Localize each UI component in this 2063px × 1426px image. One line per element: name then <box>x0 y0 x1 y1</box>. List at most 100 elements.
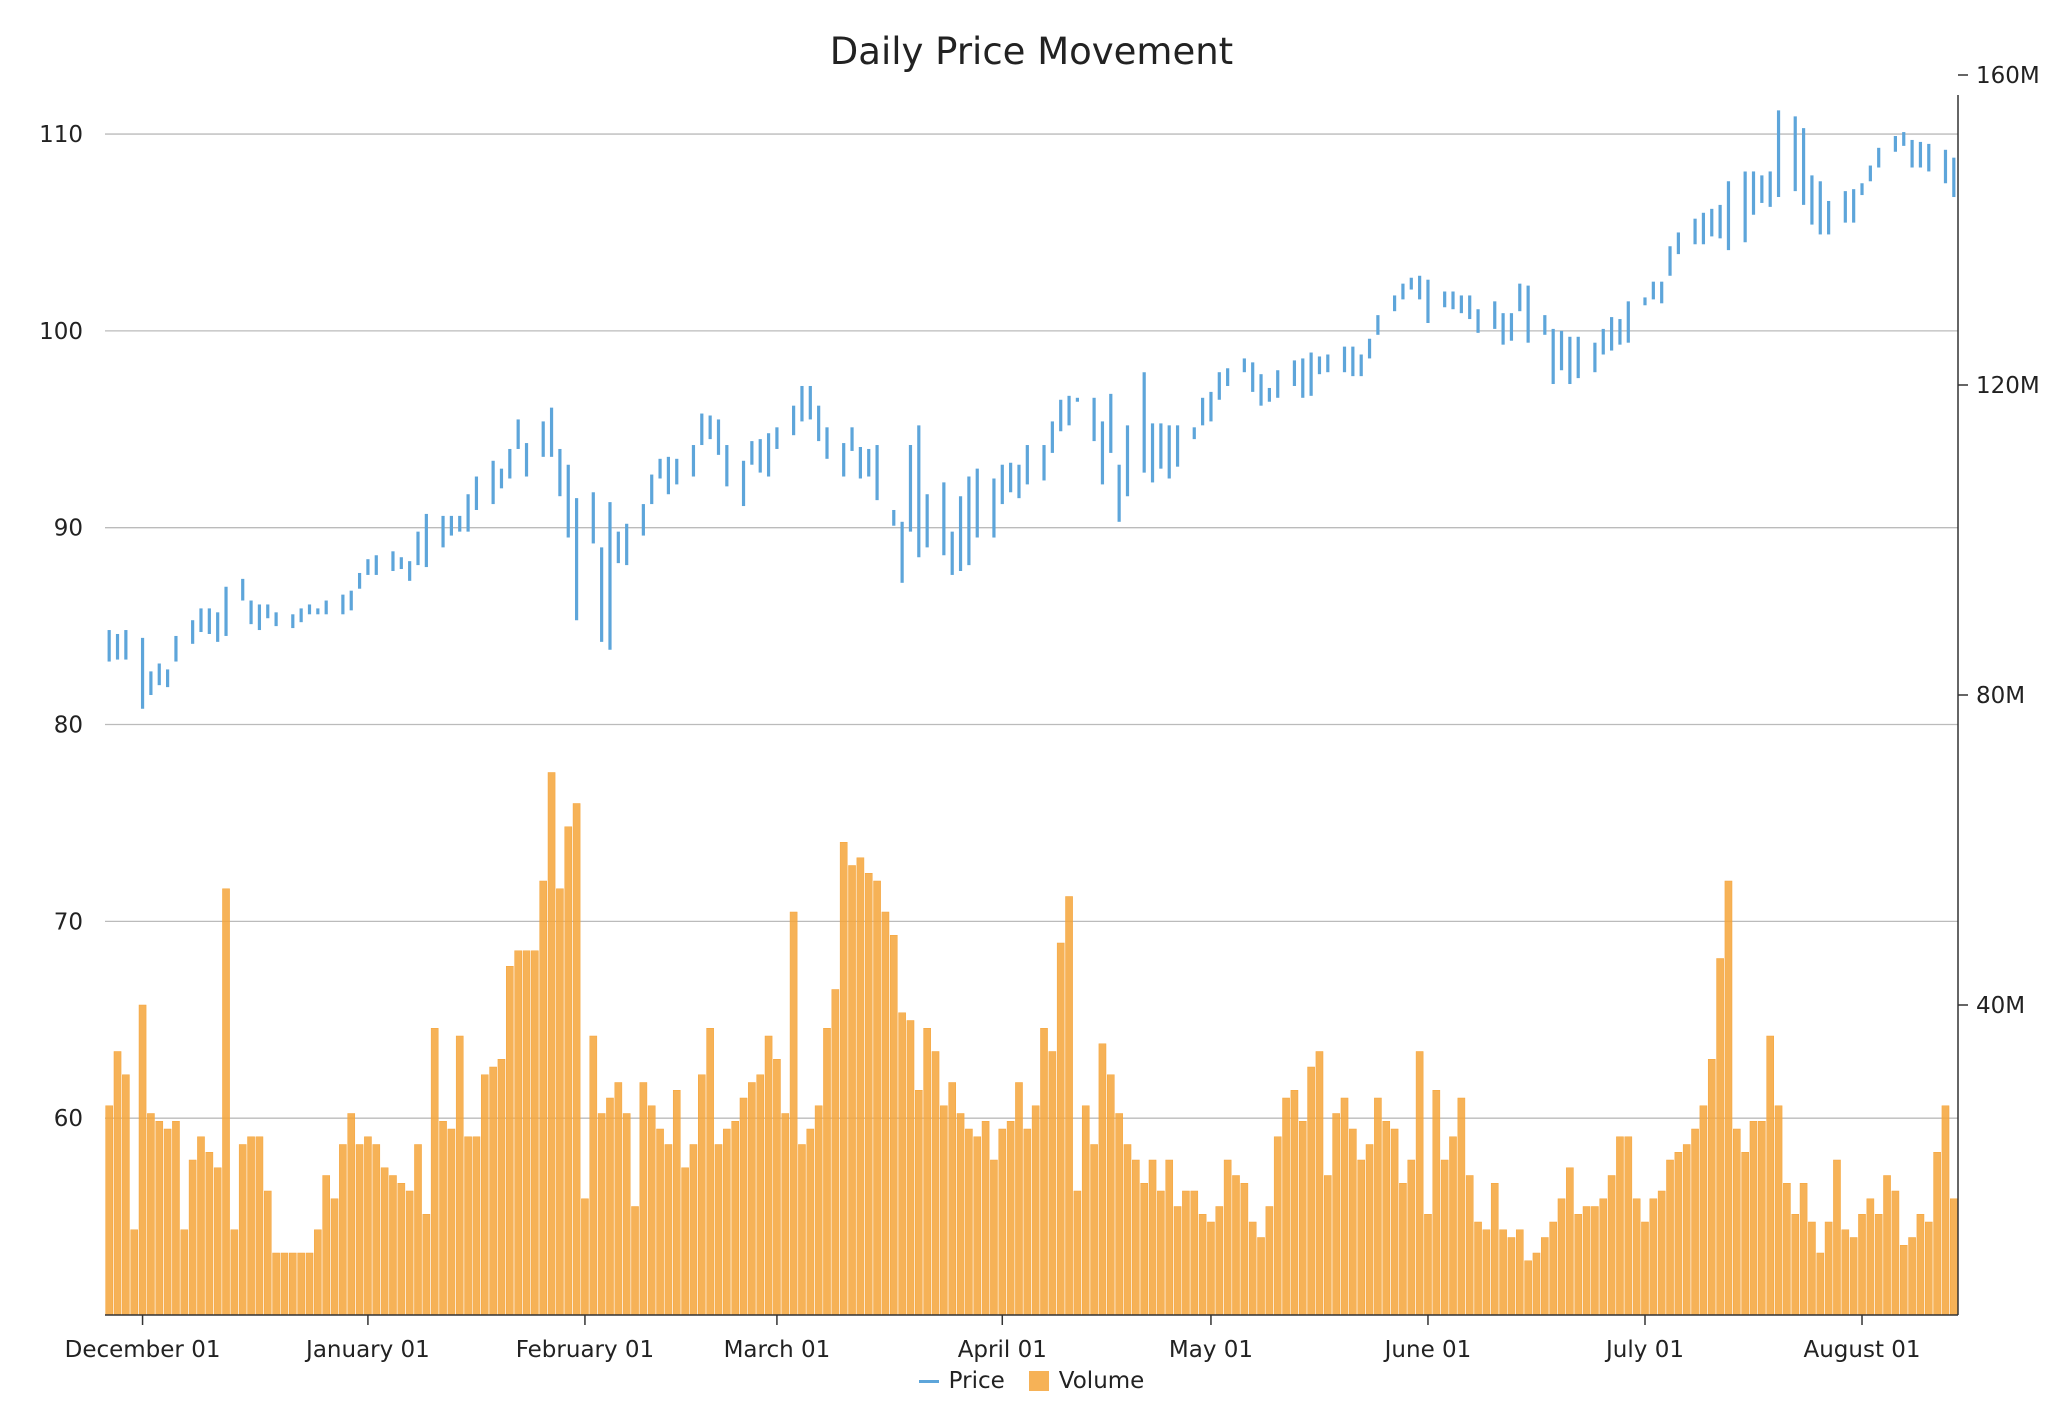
volume-bar <box>289 1252 297 1316</box>
volume-bar <box>1324 1175 1332 1316</box>
volume-bar <box>397 1183 406 1316</box>
volume-bar <box>105 1105 113 1316</box>
volume-bar <box>764 1035 773 1316</box>
y-right-tick-label: 120M <box>1976 373 2040 399</box>
volume-bar <box>1908 1237 1916 1316</box>
volume-bar <box>1424 1214 1432 1316</box>
volume-bar <box>464 1136 472 1316</box>
volume-bar <box>230 1229 239 1316</box>
x-tick-label: April 01 <box>958 1337 1047 1363</box>
volume-bar <box>1157 1190 1165 1316</box>
volume-bar <box>1899 1245 1908 1316</box>
volume-bar <box>213 1167 222 1316</box>
volume-bar <box>1165 1159 1174 1316</box>
volume-bar <box>130 1229 139 1316</box>
volume-bar <box>1374 1097 1382 1316</box>
volume-bar <box>1649 1198 1658 1316</box>
volume-bar <box>1031 1105 1040 1316</box>
volume-bar <box>297 1252 305 1316</box>
volume-bar <box>322 1175 330 1316</box>
volume-bar <box>556 888 564 1316</box>
volume-bar <box>330 1198 339 1316</box>
volume-bar <box>489 1066 497 1316</box>
volume-bar <box>155 1121 164 1316</box>
y-left-tick-label: 90 <box>54 516 83 542</box>
x-tick-label: May 01 <box>1169 1337 1253 1363</box>
volume-bar <box>831 989 840 1316</box>
volume-bar <box>1766 1035 1774 1316</box>
volume-bar <box>1891 1190 1900 1316</box>
volume-bar <box>1741 1152 1749 1316</box>
volume-bar <box>1607 1175 1616 1316</box>
legend-item-volume[interactable]: Volume <box>1028 1368 1144 1394</box>
volume-bar <box>889 935 898 1316</box>
volume-bar <box>1056 942 1065 1316</box>
volume-bar <box>1232 1175 1240 1316</box>
volume-bar <box>814 1105 823 1316</box>
volume-bar <box>597 1113 606 1316</box>
volume-bar <box>839 842 848 1316</box>
volume-bar <box>1090 1144 1098 1316</box>
volume-bar <box>864 873 873 1316</box>
volume-bar <box>1858 1214 1866 1316</box>
volume-bar <box>731 1121 739 1316</box>
volume-bar <box>247 1136 255 1316</box>
x-tick-label: March 01 <box>724 1337 831 1363</box>
volume-bar <box>1382 1121 1391 1316</box>
volume-bar <box>898 1012 906 1316</box>
volume-bar <box>1574 1214 1583 1316</box>
volume-bar <box>355 1144 364 1316</box>
volume-bar <box>1599 1198 1608 1316</box>
volume-bar <box>1457 1097 1466 1316</box>
volume-bar <box>1941 1105 1950 1316</box>
volume-bar <box>1616 1136 1624 1316</box>
volume-bar <box>923 1028 931 1316</box>
volume-bar <box>1507 1237 1516 1316</box>
volume-bar <box>881 911 890 1316</box>
volume-bar <box>1399 1183 1407 1316</box>
legend: Price Volume <box>0 1368 2063 1394</box>
legend-item-price[interactable]: Price <box>918 1368 1005 1394</box>
volume-bar <box>1215 1206 1224 1316</box>
volume-bar <box>1799 1183 1808 1316</box>
volume-bar <box>656 1128 664 1316</box>
volume-bar <box>940 1105 948 1316</box>
volume-bar <box>138 1004 147 1316</box>
volume-bar <box>689 1144 698 1316</box>
volume-bar <box>1465 1175 1474 1316</box>
volume-bar <box>1557 1198 1566 1316</box>
y-left-tick-label: 70 <box>54 909 83 935</box>
volume-bar <box>931 1051 940 1316</box>
volume-bar <box>1415 1051 1424 1316</box>
volume-bar <box>1691 1128 1699 1316</box>
volume-bar <box>698 1074 706 1316</box>
volume-bar <box>1874 1214 1883 1316</box>
volume-bar <box>1390 1128 1399 1316</box>
volume-bar <box>1273 1136 1282 1316</box>
volume-bar <box>622 1113 631 1316</box>
volume-bar <box>1641 1221 1649 1316</box>
volume-bar <box>163 1128 172 1316</box>
x-tick-label: June 01 <box>1383 1337 1472 1363</box>
volume-bar <box>1716 958 1724 1316</box>
volume-bar <box>1065 896 1073 1316</box>
volume-bar <box>472 1136 481 1316</box>
volume-bar <box>1849 1237 1858 1316</box>
volume-bar <box>706 1028 714 1316</box>
volume-bar <box>1298 1121 1307 1316</box>
volume-bar <box>564 826 573 1316</box>
volume-bar <box>1758 1121 1766 1316</box>
volume-bar <box>263 1190 272 1316</box>
volume-bar <box>965 1128 973 1316</box>
volume-bar <box>1140 1183 1148 1316</box>
volume-bar <box>823 1028 831 1316</box>
volume-bar <box>1950 1198 1958 1316</box>
volume-bar <box>422 1214 431 1316</box>
volume-bar <box>606 1097 614 1316</box>
volume-bar <box>364 1136 372 1316</box>
volume-bars <box>105 772 1958 1316</box>
volume-bar <box>1816 1252 1825 1316</box>
volume-bar <box>1115 1113 1123 1316</box>
volume-bar <box>1724 880 1733 1316</box>
volume-bar <box>664 1144 673 1316</box>
